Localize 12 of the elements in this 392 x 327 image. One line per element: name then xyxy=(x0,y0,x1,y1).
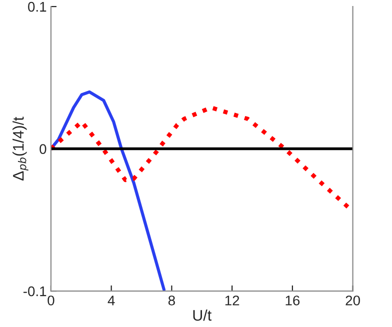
x-tick-label: 4 xyxy=(108,296,115,306)
x-tick-label: 12 xyxy=(225,296,240,306)
x-tick-label: 16 xyxy=(286,296,300,306)
y-tick-label: 0 xyxy=(40,144,46,154)
y-tick-label: -0.1 xyxy=(23,286,46,296)
y-axis-title: Δ$_{pb}$(1/4)/t xyxy=(12,116,28,180)
line-series xyxy=(50,90,166,292)
x-tick-label: 20 xyxy=(346,296,360,306)
y-tick-label: 0.1 xyxy=(28,2,46,12)
x-axis-title: U/t xyxy=(193,310,212,321)
x-tick-label: 0 xyxy=(48,296,54,306)
x-tick-label: 8 xyxy=(168,296,175,306)
